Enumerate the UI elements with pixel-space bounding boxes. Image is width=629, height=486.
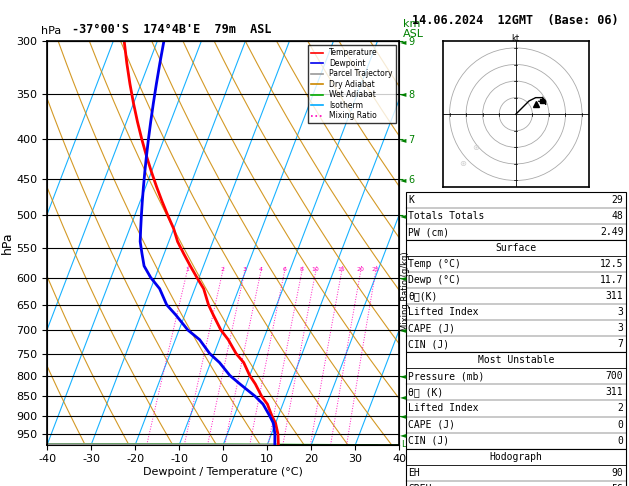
- Text: ◄: ◄: [400, 371, 406, 380]
- Text: 311: 311: [606, 387, 623, 398]
- Text: 20: 20: [357, 267, 365, 272]
- Text: CAPE (J): CAPE (J): [408, 323, 455, 333]
- Text: 48: 48: [611, 211, 623, 221]
- Text: Surface: Surface: [495, 243, 537, 253]
- Text: θᴄ (K): θᴄ (K): [408, 387, 443, 398]
- Text: 10: 10: [312, 267, 320, 272]
- Text: Totals Totals: Totals Totals: [408, 211, 484, 221]
- Text: 25: 25: [372, 267, 379, 272]
- Text: PW (cm): PW (cm): [408, 227, 449, 237]
- Text: ◄: ◄: [400, 175, 406, 184]
- Text: SREH: SREH: [408, 484, 431, 486]
- Text: 4: 4: [259, 267, 263, 272]
- X-axis label: kt: kt: [512, 35, 520, 43]
- Text: LCL: LCL: [401, 440, 417, 449]
- Text: ◄: ◄: [400, 392, 406, 400]
- Text: Most Unstable: Most Unstable: [477, 355, 554, 365]
- Text: 90: 90: [611, 468, 623, 478]
- Text: ◄: ◄: [400, 326, 406, 334]
- Text: 0: 0: [618, 435, 623, 446]
- Text: ◄: ◄: [400, 89, 406, 98]
- Text: Temp (°C): Temp (°C): [408, 259, 461, 269]
- Text: CAPE (J): CAPE (J): [408, 419, 455, 430]
- Text: θᴄ(K): θᴄ(K): [408, 291, 438, 301]
- Text: Mixing Ratio (g/kg): Mixing Ratio (g/kg): [401, 252, 409, 331]
- Legend: Temperature, Dewpoint, Parcel Trajectory, Dry Adiabat, Wet Adiabat, Isotherm, Mi: Temperature, Dewpoint, Parcel Trajectory…: [308, 45, 396, 123]
- Y-axis label: hPa: hPa: [1, 232, 14, 254]
- Text: CIN (J): CIN (J): [408, 435, 449, 446]
- Text: 8: 8: [300, 267, 304, 272]
- Text: 7: 7: [618, 339, 623, 349]
- Text: $\circledast$: $\circledast$: [459, 159, 467, 169]
- Text: $\circledast$: $\circledast$: [472, 143, 480, 152]
- Text: Lifted Index: Lifted Index: [408, 403, 479, 414]
- Text: 2: 2: [221, 267, 225, 272]
- Text: ◄: ◄: [400, 211, 406, 220]
- Text: 2.49: 2.49: [600, 227, 623, 237]
- Text: hPa: hPa: [41, 26, 61, 36]
- Text: ◄: ◄: [400, 135, 406, 144]
- Text: EH: EH: [408, 468, 420, 478]
- Text: 0: 0: [618, 419, 623, 430]
- Text: ◄: ◄: [400, 430, 406, 438]
- Text: 2: 2: [618, 403, 623, 414]
- Text: ◄: ◄: [400, 273, 406, 282]
- X-axis label: Dewpoint / Temperature (°C): Dewpoint / Temperature (°C): [143, 467, 303, 477]
- Text: 3: 3: [243, 267, 247, 272]
- Text: 14.06.2024  12GMT  (Base: 06): 14.06.2024 12GMT (Base: 06): [413, 14, 619, 27]
- Text: CIN (J): CIN (J): [408, 339, 449, 349]
- Text: Dewp (°C): Dewp (°C): [408, 275, 461, 285]
- Text: -37°00'S  174°4B'E  79m  ASL: -37°00'S 174°4B'E 79m ASL: [72, 23, 272, 36]
- Text: 12.5: 12.5: [600, 259, 623, 269]
- Text: 311: 311: [606, 291, 623, 301]
- Text: Lifted Index: Lifted Index: [408, 307, 479, 317]
- Text: 6: 6: [282, 267, 286, 272]
- Text: ◄: ◄: [400, 37, 406, 46]
- Text: 3: 3: [618, 307, 623, 317]
- Text: Hodograph: Hodograph: [489, 451, 542, 462]
- Text: 11.7: 11.7: [600, 275, 623, 285]
- Text: Pressure (mb): Pressure (mb): [408, 371, 484, 382]
- Text: ASL: ASL: [403, 29, 423, 39]
- Text: 1: 1: [185, 267, 189, 272]
- Text: 56: 56: [611, 484, 623, 486]
- Text: 3: 3: [618, 323, 623, 333]
- Text: 15: 15: [338, 267, 345, 272]
- Text: K: K: [408, 195, 414, 205]
- Text: ◄: ◄: [400, 411, 406, 420]
- Y-axis label: km
ASL: km ASL: [409, 243, 428, 264]
- Text: 700: 700: [606, 371, 623, 382]
- Text: 29: 29: [611, 195, 623, 205]
- Text: km: km: [403, 19, 420, 29]
